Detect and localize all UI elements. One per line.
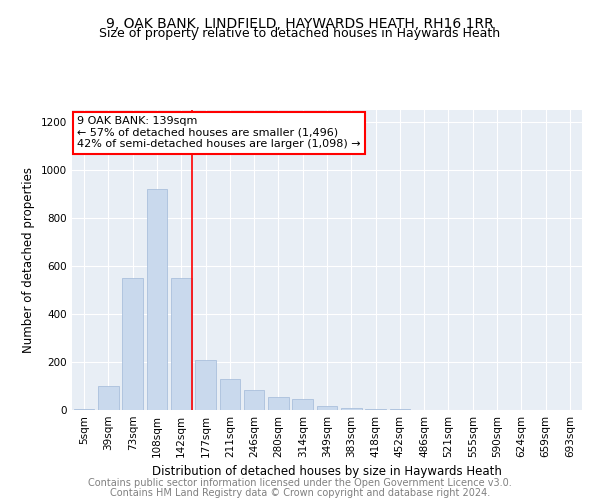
Text: 9 OAK BANK: 139sqm
← 57% of detached houses are smaller (1,496)
42% of semi-deta: 9 OAK BANK: 139sqm ← 57% of detached hou…: [77, 116, 361, 149]
Bar: [195, 360, 216, 410]
Text: 9, OAK BANK, LINDFIELD, HAYWARDS HEATH, RH16 1RR: 9, OAK BANK, LINDFIELD, HAYWARDS HEATH, …: [106, 18, 494, 32]
Bar: [244, 390, 265, 410]
Text: Contains HM Land Registry data © Crown copyright and database right 2024.: Contains HM Land Registry data © Crown c…: [110, 488, 490, 498]
Bar: [74, 409, 94, 410]
Bar: [292, 399, 313, 410]
Text: Size of property relative to detached houses in Haywards Heath: Size of property relative to detached ho…: [100, 28, 500, 40]
Bar: [341, 408, 362, 410]
Bar: [98, 386, 119, 410]
Bar: [122, 278, 143, 410]
Y-axis label: Number of detached properties: Number of detached properties: [22, 167, 35, 353]
Bar: [365, 409, 386, 410]
Bar: [146, 189, 167, 410]
Bar: [220, 379, 240, 410]
Bar: [317, 406, 337, 410]
Bar: [171, 278, 191, 410]
Bar: [268, 397, 289, 410]
X-axis label: Distribution of detached houses by size in Haywards Heath: Distribution of detached houses by size …: [152, 466, 502, 478]
Text: Contains public sector information licensed under the Open Government Licence v3: Contains public sector information licen…: [88, 478, 512, 488]
